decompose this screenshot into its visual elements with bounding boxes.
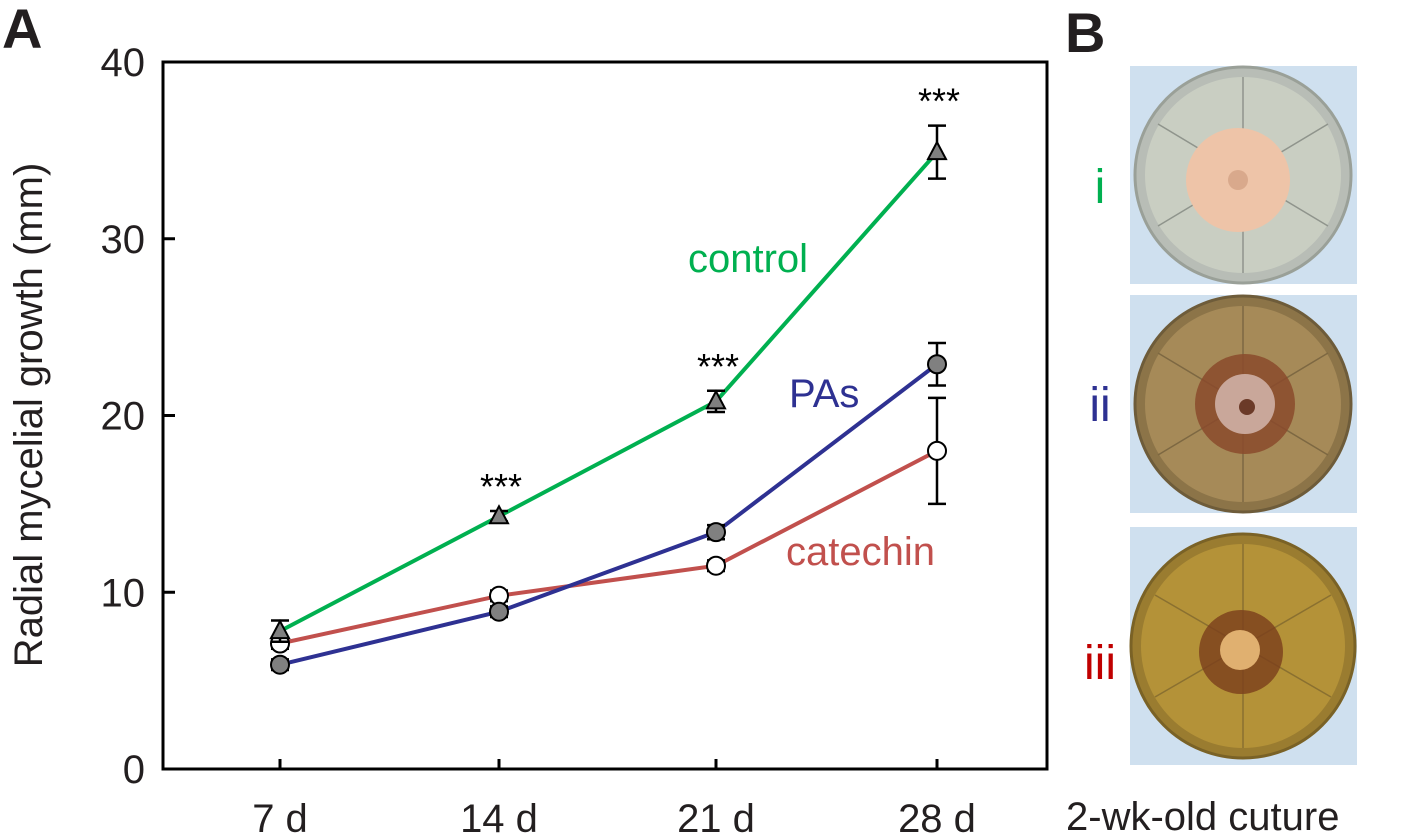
- significance-marker: ***: [918, 81, 960, 122]
- x-tick-label: 7 d: [252, 797, 308, 838]
- plate-i-colony-center: [1228, 170, 1248, 190]
- significance-marker: ***: [697, 346, 739, 387]
- data-point: [490, 603, 508, 621]
- series-label-catechin: catechin: [786, 530, 935, 574]
- y-tick-label: 0: [123, 748, 145, 792]
- plate-i: [1130, 66, 1357, 284]
- x-tick-label: 14 d: [460, 797, 538, 838]
- data-point: [707, 523, 725, 541]
- panel-b-label: B: [1065, 1, 1105, 64]
- plate-ii-label: ii: [1089, 379, 1110, 432]
- x-tick-label: 21 d: [677, 797, 755, 838]
- y-tick-label: 40: [101, 41, 146, 85]
- y-tick-label: 30: [101, 218, 146, 262]
- data-point: [707, 557, 725, 575]
- figure: A B Radial mycelial growth (mm) 0 10 20 30 4…: [0, 0, 1417, 838]
- plate-iii-label: iii: [1084, 637, 1116, 690]
- series-label-control: control: [688, 237, 808, 281]
- plate-iii-colony: [1220, 630, 1260, 670]
- data-point: [928, 442, 946, 460]
- y-tick-label: 10: [101, 571, 146, 615]
- series-label-pas: PAs: [789, 372, 859, 416]
- data-point: [928, 142, 946, 159]
- plate-iii: [1130, 527, 1357, 765]
- panel-a-label: A: [2, 0, 42, 60]
- plate-i-label: i: [1095, 161, 1106, 214]
- data-point: [928, 355, 946, 373]
- x-axis: 7 d 14 d 21 d 28 d: [252, 759, 976, 838]
- y-axis-title: Radial mycelial growth (mm): [7, 163, 51, 668]
- x-tick-label: 28 d: [898, 797, 976, 838]
- plate-ii: [1130, 295, 1357, 513]
- plate-ii-colony-center: [1239, 399, 1255, 415]
- significance-layer: *** *** ***: [480, 81, 960, 507]
- significance-marker: ***: [480, 466, 522, 507]
- panel-b-caption: 2-wk-old cuture: [1066, 795, 1339, 838]
- y-tick-label: 20: [101, 395, 146, 439]
- data-point: [271, 656, 289, 674]
